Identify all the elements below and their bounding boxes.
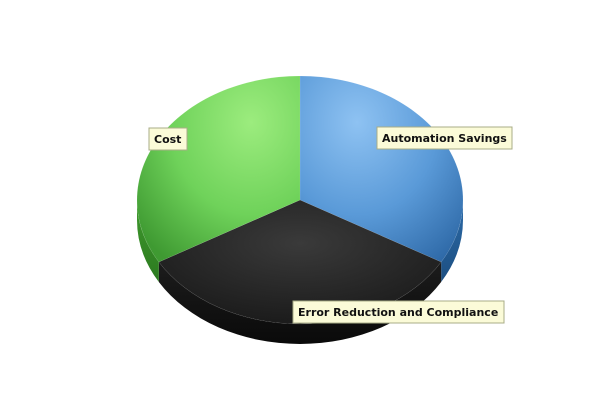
pie-label-box xyxy=(376,126,513,150)
pie-side-automation-savings xyxy=(441,200,463,282)
pie-label-box xyxy=(292,300,505,324)
pie-label-automation-savings: Automation Savings xyxy=(376,126,513,150)
pie-label-box xyxy=(148,127,188,151)
pie-side-cost xyxy=(137,200,159,282)
pie-label-cost: Cost xyxy=(148,127,188,151)
pie-label-text: Automation Savings xyxy=(382,132,507,145)
pie-label-text: Error Reduction and Compliance xyxy=(298,306,498,319)
pie-label-text: Cost xyxy=(154,133,181,146)
pie-label-error-reduction-and-compliance: Error Reduction and Compliance xyxy=(292,300,505,324)
pie-slice-error-reduction-and-compliance xyxy=(158,199,442,325)
